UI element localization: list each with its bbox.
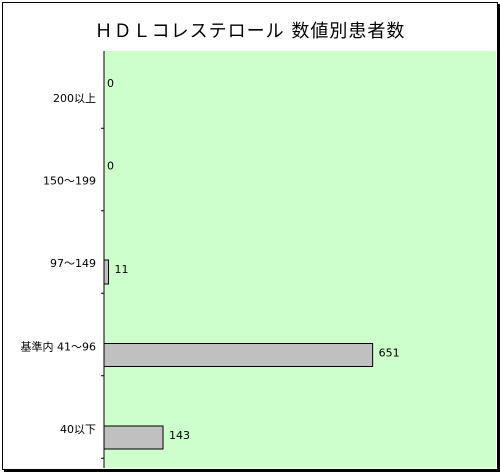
- bar: [103, 343, 374, 367]
- chart-title: ＨＤＬコレステロール 数値別患者数: [95, 21, 406, 42]
- bar: [103, 259, 110, 285]
- y-tick-label: 150〜199: [43, 175, 96, 188]
- data-label: 11: [115, 263, 129, 276]
- y-tick-label: 97〜149: [50, 257, 96, 270]
- y-tick-label: 基準内 41〜96: [21, 340, 97, 354]
- data-label: 651: [379, 347, 400, 360]
- y-tick-label: 40以下: [60, 423, 96, 436]
- data-label: 143: [169, 429, 190, 442]
- data-label: 0: [107, 77, 114, 90]
- bar-chart: ＨＤＬコレステロール 数値別患者数 200以上 0 150〜199 0 97〜149 11…: [21, 21, 496, 468]
- data-label: 0: [107, 160, 114, 173]
- bar: [103, 425, 164, 450]
- y-tick-label: 200以上: [53, 92, 96, 105]
- plot-area: [104, 51, 496, 468]
